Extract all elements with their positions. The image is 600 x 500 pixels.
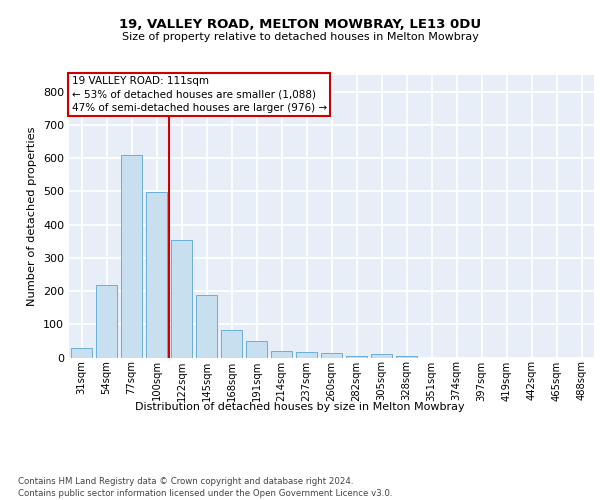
Bar bbox=[196, 295, 217, 358]
Text: 19, VALLEY ROAD, MELTON MOWBRAY, LE13 0DU: 19, VALLEY ROAD, MELTON MOWBRAY, LE13 0D… bbox=[119, 18, 481, 30]
Bar bbox=[396, 356, 417, 358]
Text: Contains HM Land Registry data © Crown copyright and database right 2024.
Contai: Contains HM Land Registry data © Crown c… bbox=[18, 476, 392, 498]
Y-axis label: Number of detached properties: Number of detached properties bbox=[28, 126, 37, 306]
Bar bbox=[321, 353, 342, 358]
Bar bbox=[71, 348, 92, 358]
Text: Distribution of detached houses by size in Melton Mowbray: Distribution of detached houses by size … bbox=[135, 402, 465, 412]
Bar bbox=[296, 352, 317, 358]
Bar bbox=[121, 155, 142, 358]
Bar bbox=[371, 354, 392, 358]
Bar bbox=[246, 340, 267, 357]
Text: 19 VALLEY ROAD: 111sqm
← 53% of detached houses are smaller (1,088)
47% of semi-: 19 VALLEY ROAD: 111sqm ← 53% of detached… bbox=[71, 76, 327, 113]
Bar bbox=[96, 285, 117, 358]
Bar bbox=[221, 330, 242, 357]
Text: Size of property relative to detached houses in Melton Mowbray: Size of property relative to detached ho… bbox=[122, 32, 478, 42]
Bar bbox=[346, 356, 367, 358]
Bar bbox=[271, 351, 292, 358]
Bar bbox=[146, 192, 167, 358]
Bar bbox=[171, 240, 192, 358]
